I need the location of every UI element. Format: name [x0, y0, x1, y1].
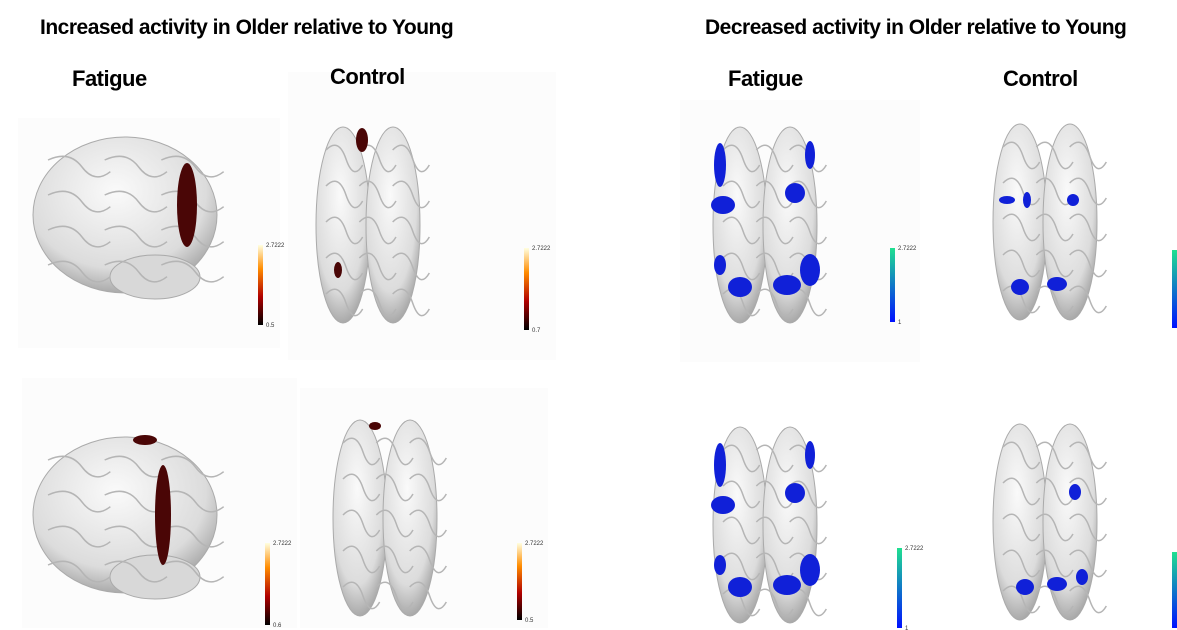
activation: [714, 443, 726, 487]
activation: [728, 577, 752, 597]
colorbar-min-label: 0.7: [532, 328, 541, 334]
figure: Increased activity in Older relative to …: [0, 0, 1177, 630]
activation: [785, 483, 805, 503]
activation: [155, 465, 171, 565]
activation: [1047, 577, 1067, 591]
colorbar-min-label: 0.6: [273, 623, 282, 629]
activation: [1023, 192, 1031, 208]
colorbar-min-label: 0.5: [525, 618, 534, 624]
colorbar: [265, 543, 270, 625]
colorbar-min-label: 0.5: [266, 323, 275, 329]
activation: [711, 196, 735, 214]
colorbar-max-label: 2.7222: [266, 243, 285, 249]
activation: [805, 441, 815, 469]
colorbar: [1172, 552, 1177, 628]
colorbar: [517, 543, 522, 620]
activation: [1047, 277, 1067, 291]
activation: [714, 143, 726, 187]
column-header: Control: [330, 64, 405, 89]
column-header: Control: [1003, 66, 1078, 91]
colorbar: [1172, 250, 1177, 328]
activation: [999, 196, 1015, 204]
colorbar: [524, 248, 529, 330]
activation: [177, 163, 197, 247]
colorbar-max-label: 2.7222: [532, 246, 551, 252]
activation: [773, 275, 801, 295]
activation: [785, 183, 805, 203]
activation: [334, 262, 342, 278]
activation: [800, 554, 820, 586]
panel-title: Decreased activity in Older relative to …: [705, 16, 1126, 39]
colorbar-max-label: 2.7222: [273, 541, 292, 547]
panel-title: Increased activity in Older relative to …: [40, 16, 453, 39]
column-header: Fatigue: [72, 66, 147, 91]
activation: [1016, 579, 1034, 595]
activation: [714, 555, 726, 575]
colorbar-max-label: 2.7222: [905, 546, 924, 552]
activation: [805, 141, 815, 169]
colorbar: [890, 248, 895, 322]
activation: [773, 575, 801, 595]
colorbar-min-label: 1: [905, 626, 909, 630]
colorbar-max-label: 2.7222: [525, 541, 544, 547]
activation: [1076, 569, 1088, 585]
activation: [369, 422, 381, 430]
colorbar: [258, 245, 263, 325]
activation: [1011, 279, 1029, 295]
activation: [1067, 194, 1079, 206]
activation: [356, 128, 368, 152]
colorbar-max-label: 2.7222: [898, 246, 917, 252]
column-header: Fatigue: [728, 66, 803, 91]
activation: [714, 255, 726, 275]
activation: [133, 435, 157, 445]
activation: [800, 254, 820, 286]
activation: [711, 496, 735, 514]
colorbar: [897, 548, 902, 628]
activation: [728, 277, 752, 297]
activation: [1069, 484, 1081, 500]
